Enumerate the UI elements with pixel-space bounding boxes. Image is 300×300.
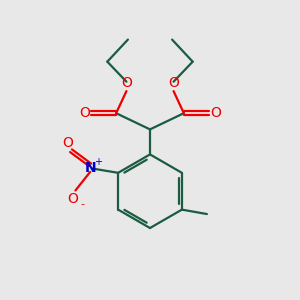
Text: O: O: [79, 106, 90, 120]
Text: O: O: [168, 76, 179, 90]
Text: O: O: [63, 136, 74, 150]
Text: -: -: [81, 199, 85, 209]
Text: O: O: [210, 106, 221, 120]
Text: O: O: [67, 192, 78, 206]
Text: O: O: [121, 76, 132, 90]
Text: +: +: [94, 157, 102, 167]
Text: N: N: [84, 161, 96, 176]
